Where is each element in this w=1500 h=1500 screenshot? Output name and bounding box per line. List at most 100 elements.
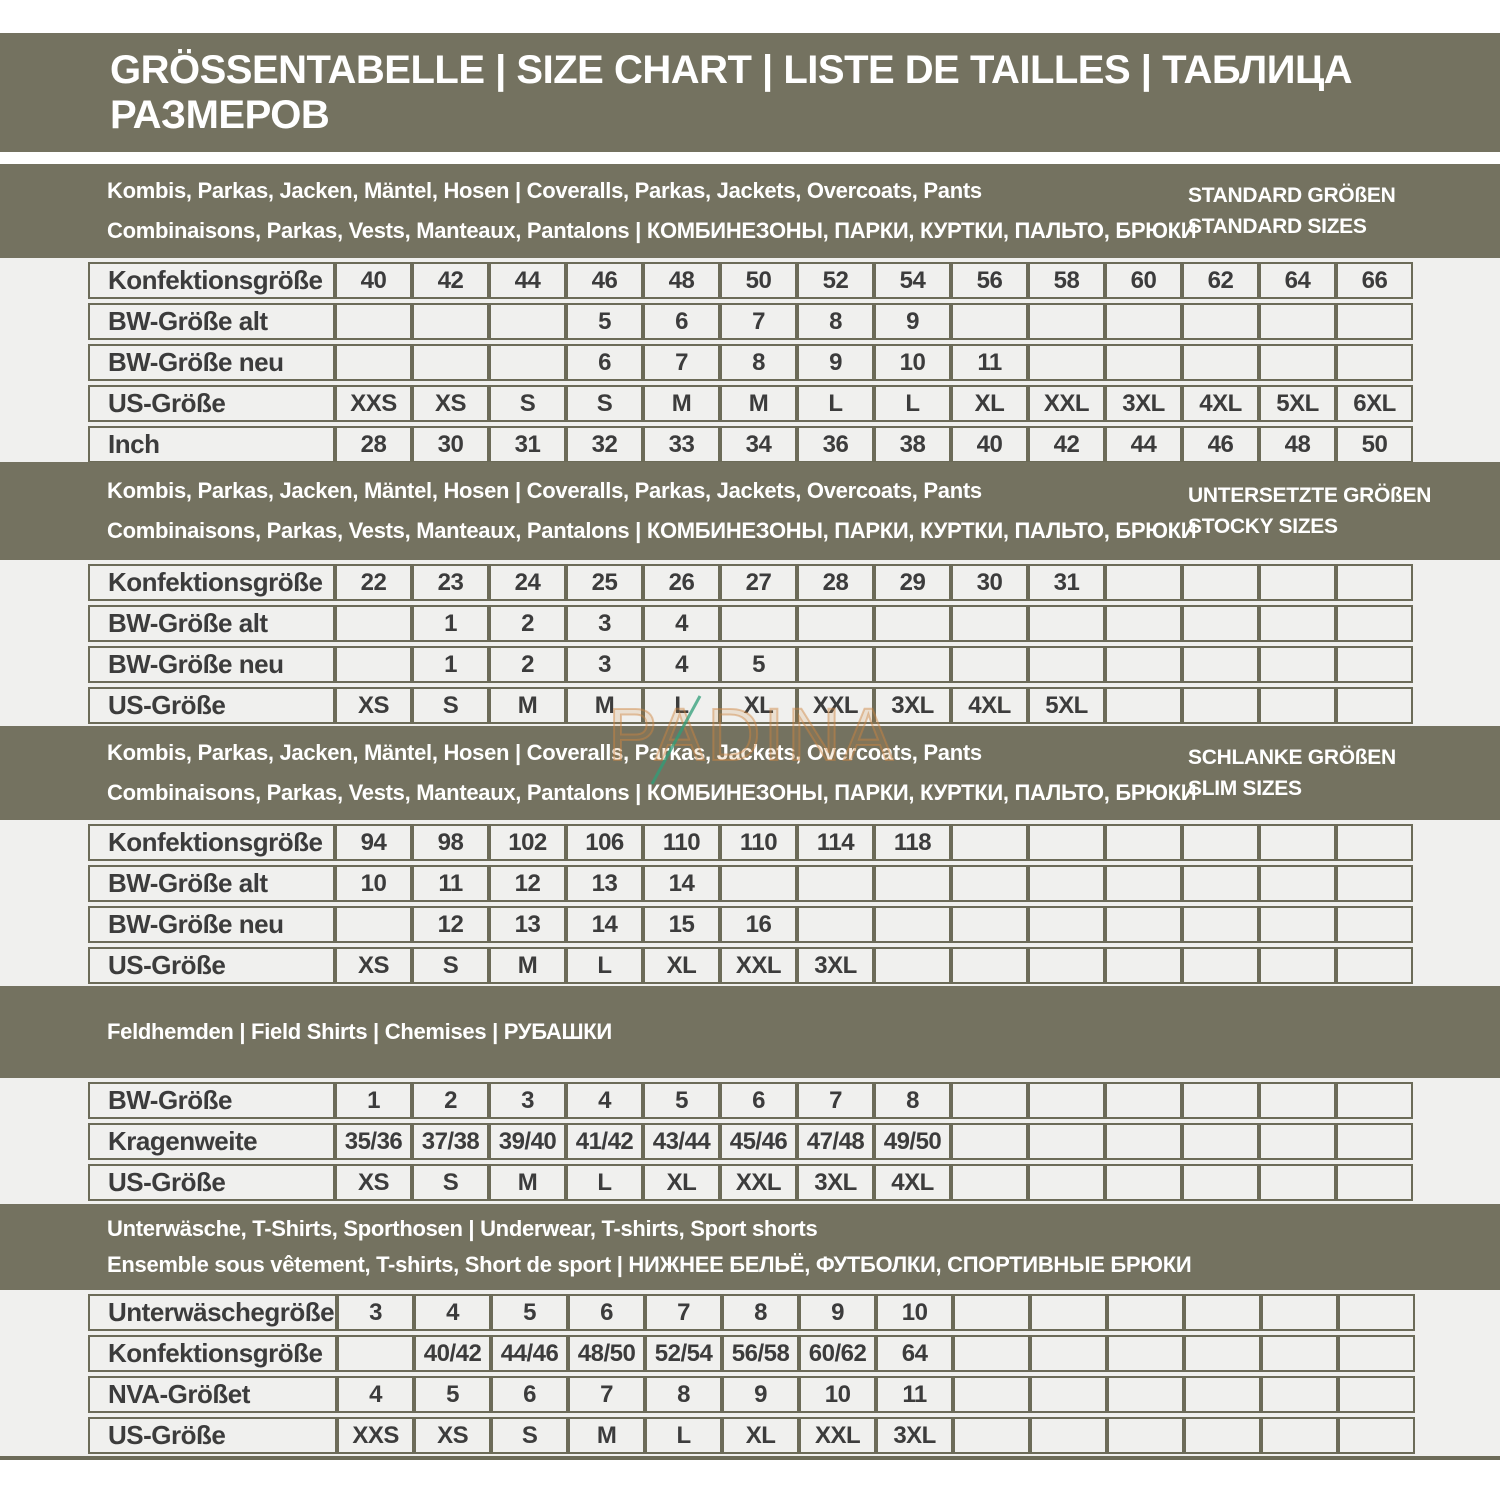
size-cell [951, 1123, 1028, 1160]
size-cell: S [489, 385, 566, 422]
size-cell: XL [720, 687, 797, 724]
size-cell: 58 [1028, 262, 1105, 299]
title-band: GRÖSSENTABELLE | SIZE CHART | LISTE DE T… [0, 33, 1500, 152]
size-cell: XS [335, 687, 412, 724]
size-cell [951, 1164, 1028, 1201]
size-cell [1336, 865, 1413, 902]
size-cell [1028, 303, 1105, 340]
size-cell: S [412, 1164, 489, 1201]
size-cell: 66 [1336, 262, 1413, 299]
row-label: Unterwäschegröße [88, 1294, 338, 1331]
table-row: US-Größe XS S M L XL XXL 3XL 4XL [88, 1164, 1413, 1201]
size-cell: 110 [720, 824, 797, 861]
size-cell: 11 [412, 865, 489, 902]
row-label: BW-Größe neu [88, 646, 335, 683]
size-cell: 7 [720, 303, 797, 340]
row-label: US-Größe [88, 947, 335, 984]
size-cell: 94 [335, 824, 412, 861]
size-cell: 7 [568, 1376, 646, 1413]
size-cell [1259, 865, 1336, 902]
size-cell: 15 [643, 906, 720, 943]
size-cell: 114 [797, 824, 874, 861]
size-cell: 8 [874, 1082, 951, 1119]
size-cell: 14 [566, 906, 643, 943]
side-label: STANDARD GRÖßEN STANDARD SIZES [1188, 180, 1396, 242]
size-cell [335, 303, 412, 340]
size-cell: 42 [1028, 426, 1105, 463]
size-cell: 30 [412, 426, 489, 463]
section-header-band: Kombis, Parkas, Jacken, Mäntel, Hosen | … [0, 164, 1500, 258]
size-cell [1105, 1164, 1182, 1201]
size-cell [797, 605, 874, 642]
size-cell: 22 [335, 564, 412, 601]
row-label: US-Größe [88, 1164, 335, 1201]
size-cell: 46 [1182, 426, 1259, 463]
size-cell: 5XL [1028, 687, 1105, 724]
size-cell [1030, 1294, 1108, 1331]
size-cell [1030, 1335, 1108, 1372]
size-cell [1184, 1376, 1262, 1413]
table-row: BW-Größe alt 10 11 12 13 14 [88, 865, 1413, 902]
size-cell: 8 [797, 303, 874, 340]
size-cell [1028, 865, 1105, 902]
size-cell [797, 906, 874, 943]
size-cell: XXS [335, 385, 412, 422]
size-cell: S [566, 385, 643, 422]
size-cell [1259, 906, 1336, 943]
size-cell [1105, 303, 1182, 340]
size-cell [412, 303, 489, 340]
size-cell [1105, 646, 1182, 683]
table-area: Unterwäschegröße 3 4 5 6 7 8 9 10 Konfektionsgröß… [0, 1290, 1500, 1456]
size-cell [1336, 947, 1413, 984]
size-cell: 12 [489, 865, 566, 902]
size-cell: 106 [566, 824, 643, 861]
section-header-band: Unterwäsche, T-Shirts, Sporthosen | Unde… [0, 1204, 1500, 1290]
size-cell [1336, 344, 1413, 381]
size-cell: 6XL [1336, 385, 1413, 422]
size-cell: XS [412, 385, 489, 422]
size-cell [1182, 1123, 1259, 1160]
table-row: Konfektionsgröße 40 42 44 46 48 50 52 54 56 58 60 62… [88, 262, 1413, 299]
section-header-line1: Kombis, Parkas, Jacken, Mäntel, Hosen | … [107, 478, 982, 503]
size-cell [951, 1082, 1028, 1119]
size-cell [1259, 947, 1336, 984]
size-cell: 5 [643, 1082, 720, 1119]
table-row: BW-Größe neu 12 13 14 15 16 [88, 906, 1413, 943]
size-cell: 9 [722, 1376, 800, 1413]
row-label: BW-Größe neu [88, 344, 335, 381]
size-cell: 102 [489, 824, 566, 861]
side-label-line2: STANDARD SIZES [1188, 215, 1367, 238]
row-label: BW-Größe alt [88, 865, 335, 902]
size-cell: 8 [720, 344, 797, 381]
size-cell: L [566, 1164, 643, 1201]
size-cell [953, 1335, 1031, 1372]
size-cell: 3XL [797, 947, 874, 984]
bottom-margin [0, 1460, 1500, 1500]
size-cell [1028, 1082, 1105, 1119]
size-cell: XXL [720, 1164, 797, 1201]
size-cell [1105, 824, 1182, 861]
size-cell [1030, 1376, 1108, 1413]
size-cell: XL [951, 385, 1028, 422]
table-area: Konfektionsgröße 22 23 24 25 26 27 28 29 30 31 BW-G… [0, 560, 1500, 726]
size-cell [489, 303, 566, 340]
size-cell [874, 605, 951, 642]
size-cell [1336, 906, 1413, 943]
size-cell: M [489, 687, 566, 724]
section-stocky-sizes: Kombis, Parkas, Jacken, Mäntel, Hosen | … [0, 462, 1500, 726]
section-slim-sizes: Kombis, Parkas, Jacken, Mäntel, Hosen | … [0, 726, 1500, 986]
size-cell: 5 [720, 646, 797, 683]
size-cell: 11 [951, 344, 1028, 381]
size-cell [797, 865, 874, 902]
size-cell [1336, 824, 1413, 861]
size-cell [951, 906, 1028, 943]
size-cell: 118 [874, 824, 951, 861]
size-cell: 44 [1105, 426, 1182, 463]
size-cell: 7 [643, 344, 720, 381]
size-cell: XS [414, 1417, 492, 1454]
size-cell: 4 [643, 605, 720, 642]
size-cell: 12 [412, 906, 489, 943]
size-cell: 98 [412, 824, 489, 861]
side-label-line1: UNTERSETZTE GRÖßEN [1188, 484, 1432, 507]
